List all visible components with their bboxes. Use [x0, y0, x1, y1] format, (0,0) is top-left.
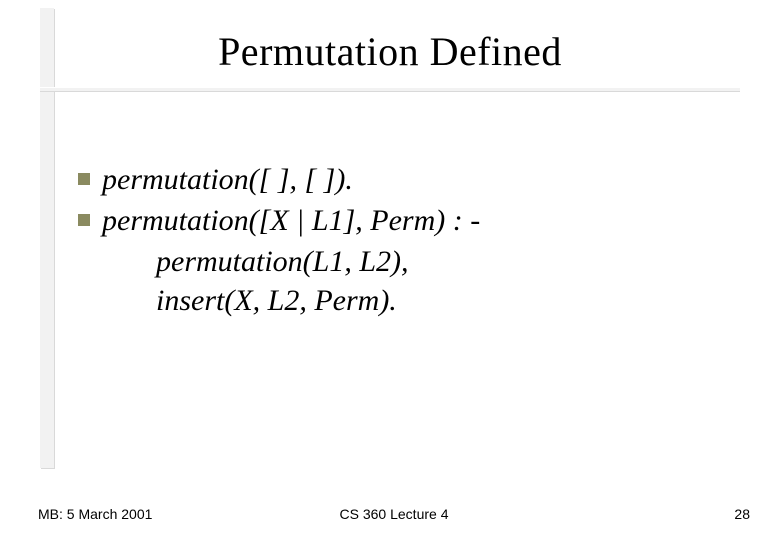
sub-line: insert(X, L2, Perm). [156, 281, 738, 320]
slide: Permutation Defined permutation([ ], [ ]… [0, 0, 780, 540]
square-bullet-icon [78, 173, 90, 185]
bullet-item: permutation([ ], [ ]). [78, 160, 738, 199]
footer-page-number: 28 [734, 506, 750, 522]
footer-left: MB: 5 March 2001 [38, 506, 152, 522]
bullet-text: permutation([X | L1], Perm) : - [102, 201, 480, 240]
slide-body: permutation([ ], [ ]). permutation([X | … [78, 160, 738, 320]
bullet-item: permutation([X | L1], Perm) : - [78, 201, 738, 240]
decor-vertical-bar [40, 8, 54, 468]
square-bullet-icon [78, 214, 90, 226]
slide-title: Permutation Defined [0, 28, 780, 75]
sub-line: permutation(L1, L2), [156, 242, 738, 281]
decor-horizontal-rule [40, 88, 740, 91]
bullet-text: permutation([ ], [ ]). [102, 160, 353, 199]
slide-footer: MB: 5 March 2001 CS 360 Lecture 4 28 [38, 506, 750, 522]
